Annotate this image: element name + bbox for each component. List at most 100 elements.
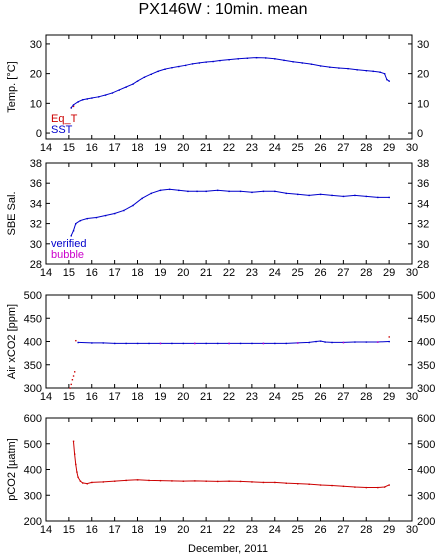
y-axis-label: SBE Sal. — [6, 191, 18, 235]
x-tick-label: 18 — [131, 391, 143, 403]
legend-entry: verified — [51, 238, 86, 250]
legend-entry: SST — [51, 124, 73, 136]
data-point — [178, 189, 180, 192]
data-point — [82, 482, 84, 484]
data-point — [104, 94, 107, 96]
x-tick-label: 29 — [383, 267, 395, 279]
x-tick-label: 27 — [337, 524, 349, 536]
x-tick-label: 18 — [131, 267, 143, 279]
y-tick-label: 34 — [30, 198, 42, 210]
data-point — [77, 341, 79, 344]
x-tick-label: 20 — [177, 524, 189, 536]
data-point — [331, 194, 333, 197]
y-tick-label: 500 — [24, 290, 42, 302]
x-tick-label: 20 — [177, 391, 189, 403]
data-point — [77, 101, 79, 103]
data-point — [95, 216, 98, 219]
data-point — [308, 194, 310, 197]
x-tick-label: 17 — [109, 267, 121, 279]
x-tick-label: 22 — [223, 524, 235, 536]
x-tick-label: 14 — [40, 524, 52, 536]
x-tick-label: 21 — [200, 267, 212, 279]
y-tick-label: 30 — [30, 239, 42, 251]
y-tick-label: 300 — [24, 490, 42, 502]
data-point — [71, 379, 74, 381]
data-point — [365, 195, 368, 198]
x-tick-label: 23 — [246, 524, 258, 536]
x-tick-label: 16 — [86, 391, 98, 403]
x-tick-label: 28 — [360, 524, 372, 536]
data-point — [388, 336, 390, 338]
x-tick-label: 28 — [360, 142, 372, 154]
data-point — [342, 485, 345, 488]
data-point — [123, 209, 125, 212]
data-point — [262, 342, 265, 345]
data-point — [191, 63, 194, 65]
series-line-sst — [70, 57, 390, 109]
data-point — [159, 342, 162, 345]
data-point — [383, 486, 386, 488]
y-tick-label: 600 — [24, 413, 42, 425]
data-point — [212, 60, 214, 63]
data-point — [347, 67, 349, 70]
x-tick-label: 23 — [246, 142, 258, 154]
x-tick-label: 26 — [314, 391, 326, 403]
data-point — [377, 486, 379, 489]
y-tick-label-right: 20 — [417, 69, 429, 81]
y-tick-label: 500 — [24, 439, 42, 451]
data-point — [150, 73, 153, 76]
x-tick-label: 15 — [63, 524, 75, 536]
y-tick-label: 36 — [30, 178, 42, 190]
data-point — [91, 97, 93, 99]
y-tick-label-right: 32 — [417, 219, 429, 231]
x-tick-label: 14 — [40, 267, 52, 279]
data-point — [86, 98, 88, 100]
data-point — [143, 76, 146, 78]
data-point — [182, 480, 185, 482]
y-axis-label: pCO2 [µatm] — [6, 438, 18, 501]
data-point — [79, 480, 82, 482]
data-point — [102, 481, 104, 483]
y-tick-label: 32 — [30, 219, 42, 231]
data-point — [219, 59, 221, 62]
series-line-verified — [70, 188, 390, 236]
data-point — [239, 480, 242, 483]
x-tick-label: 24 — [269, 267, 281, 279]
data-point — [319, 484, 322, 486]
data-point — [205, 190, 207, 193]
data-point — [98, 96, 100, 98]
data-point — [342, 195, 345, 198]
x-tick-label: 23 — [246, 267, 258, 279]
data-point — [75, 339, 77, 342]
data-point — [310, 63, 313, 65]
data-point — [114, 342, 116, 345]
data-point — [73, 371, 76, 373]
x-tick-label: 16 — [86, 267, 98, 279]
data-point — [386, 78, 388, 81]
data-point — [104, 214, 107, 217]
data-point — [319, 65, 322, 67]
data-point — [319, 340, 322, 342]
x-tick-label: 19 — [154, 142, 166, 154]
data-point — [228, 480, 230, 482]
x-tick-label: 25 — [292, 524, 304, 536]
x-tick-label: 27 — [337, 267, 349, 279]
data-point — [182, 342, 185, 345]
x-tick-label: 29 — [383, 524, 395, 536]
plot-frame — [45, 162, 413, 265]
data-point — [157, 70, 159, 73]
x-tick-label: 25 — [292, 267, 304, 279]
data-point — [72, 375, 75, 377]
x-tick-label: 30 — [406, 142, 418, 154]
data-point — [132, 204, 134, 207]
y-tick-label-right: 10 — [417, 98, 429, 110]
data-point — [315, 340, 317, 343]
x-tick-label: 18 — [131, 524, 143, 536]
data-point — [91, 342, 93, 344]
x-tick-label: 17 — [109, 524, 121, 536]
y-tick-label-right: 28 — [417, 259, 429, 271]
data-point — [274, 190, 276, 193]
data-point — [377, 341, 379, 343]
data-point — [136, 479, 139, 481]
data-point — [338, 67, 340, 69]
